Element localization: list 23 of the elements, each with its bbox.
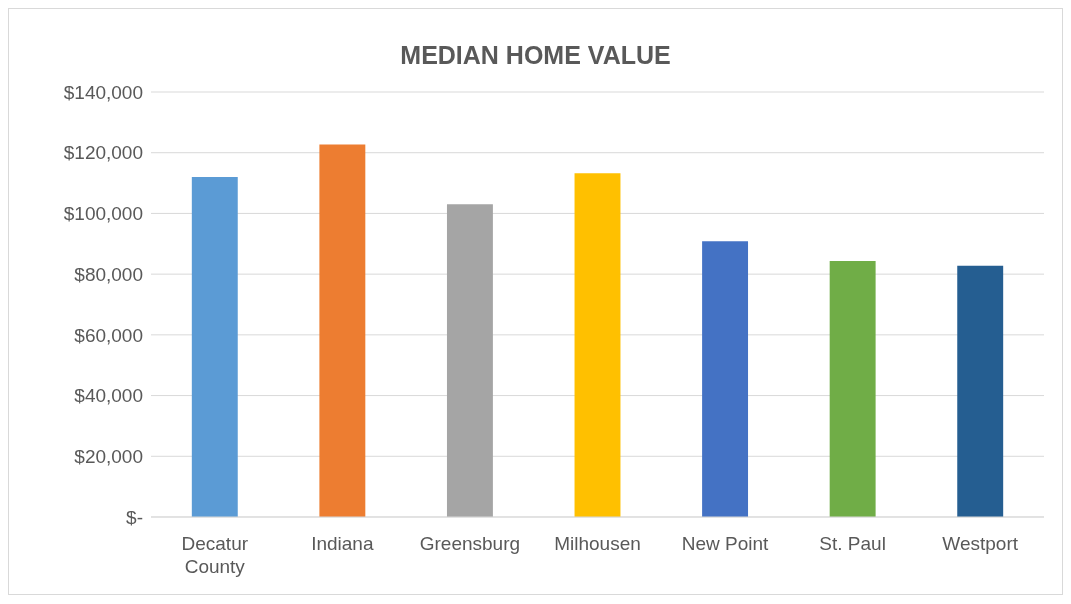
x-tick-label: Greensburg	[419, 533, 521, 555]
x-tick-label: Indiana	[311, 533, 374, 555]
bar	[702, 241, 749, 517]
bar	[446, 204, 493, 517]
bar	[319, 144, 366, 517]
bar	[829, 261, 876, 517]
chart-title: MEDIAN HOME VALUE	[399, 40, 672, 71]
y-tick-label: $120,000	[63, 142, 143, 164]
x-tick-label: Decatur County	[181, 533, 249, 577]
x-tick-label: Milhousen	[554, 533, 641, 555]
y-tick-label: $20,000	[74, 446, 143, 468]
bar	[957, 265, 1004, 517]
x-tick-label: St. Paul	[819, 533, 886, 555]
x-tick-label: New Point	[681, 533, 770, 555]
y-tick-label: $140,000	[63, 81, 143, 103]
y-tick-label: $-	[126, 506, 143, 528]
bar	[574, 173, 621, 517]
y-tick-label: $60,000	[74, 324, 143, 346]
y-tick-label: $100,000	[63, 203, 143, 225]
y-tick-label: $40,000	[74, 385, 143, 407]
bar	[191, 177, 238, 517]
x-tick-label: Westport	[942, 533, 1019, 555]
y-tick-label: $80,000	[74, 263, 143, 285]
